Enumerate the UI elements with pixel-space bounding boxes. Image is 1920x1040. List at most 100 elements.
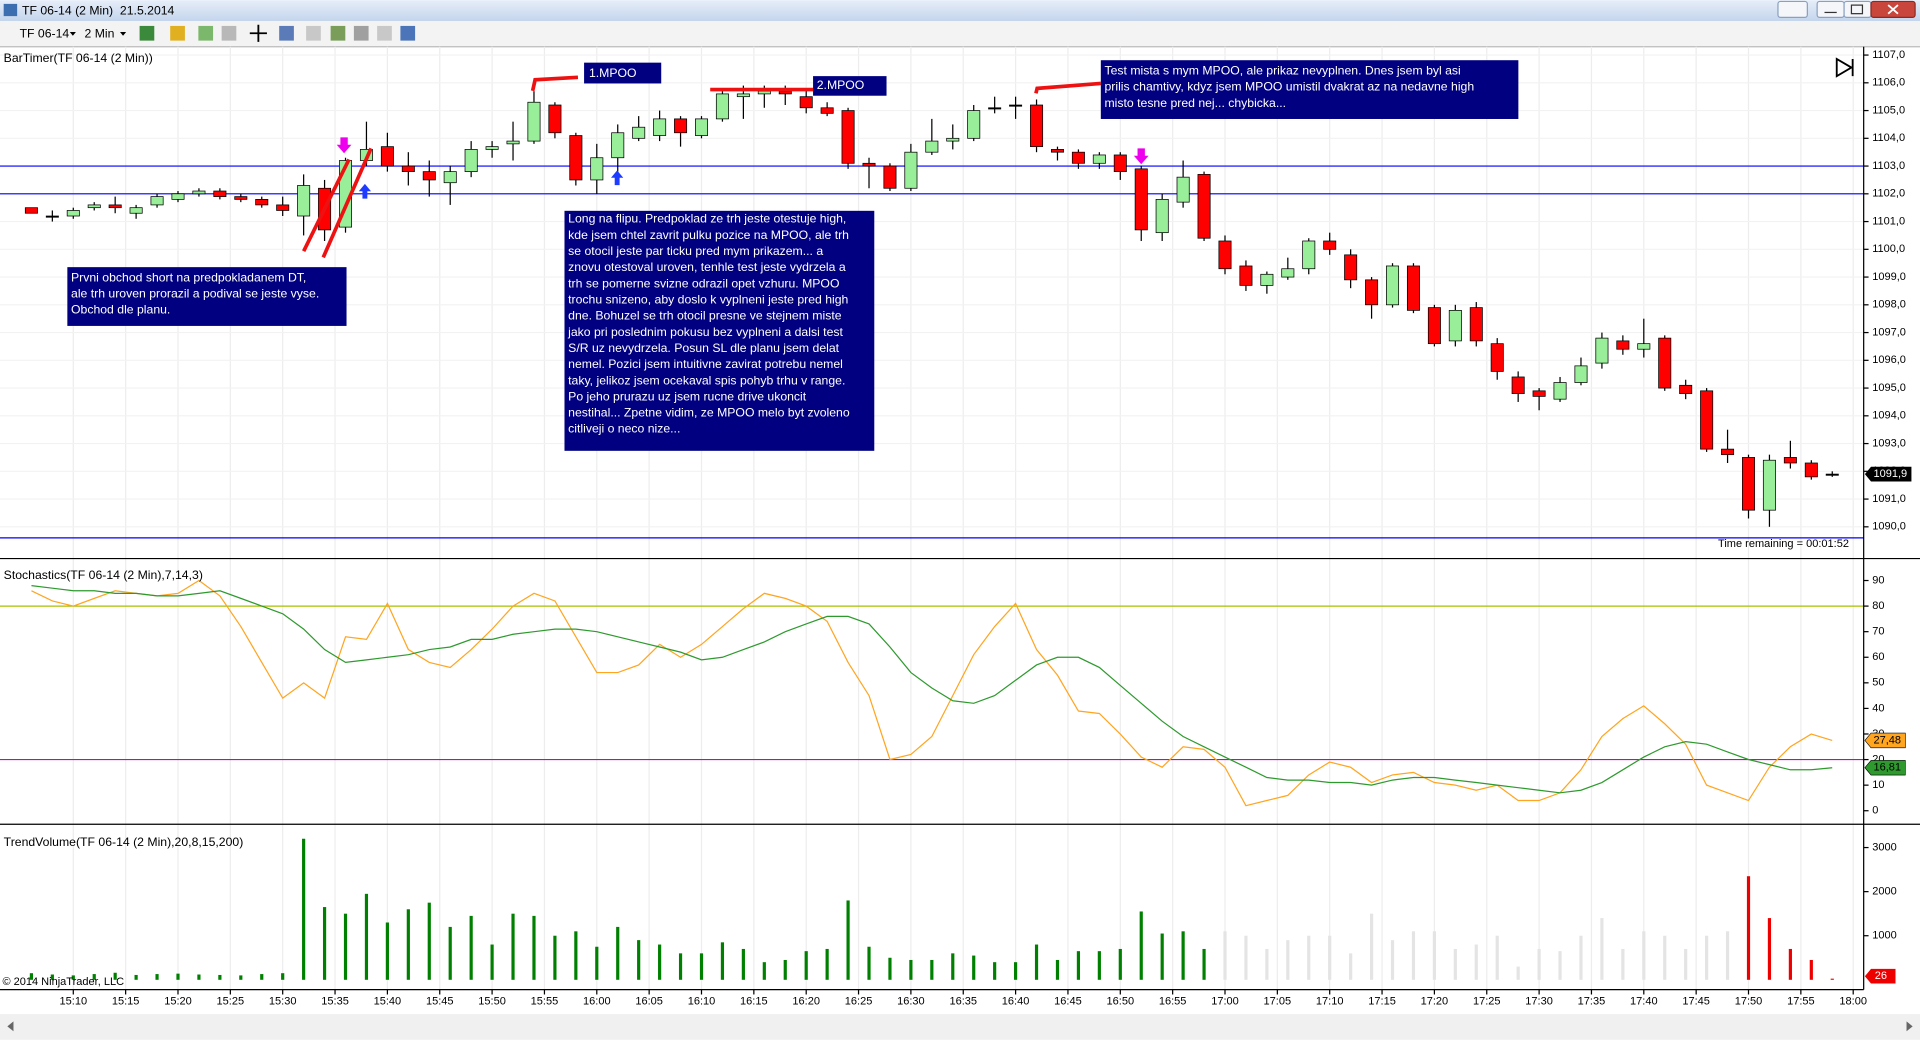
x-tick-label: 17:30 xyxy=(1525,996,1553,1008)
volume-bar xyxy=(71,975,75,980)
x-tick-label: 16:40 xyxy=(1002,996,1030,1008)
volume-bar xyxy=(1432,931,1436,980)
volume-bar xyxy=(783,959,787,980)
annotation-text: trochu snizeno, aby doslo k vyplneni jes… xyxy=(568,292,848,306)
volume-bar xyxy=(1474,944,1478,980)
scroll-left[interactable] xyxy=(7,1021,14,1032)
candle-body xyxy=(1071,151,1085,164)
candle-body xyxy=(1721,448,1735,456)
icon-draw[interactable] xyxy=(170,25,185,41)
volume-bar xyxy=(1579,935,1583,980)
instrument-selector[interactable]: TF 06-14 xyxy=(20,27,70,41)
volume-bar xyxy=(846,900,850,980)
icon-zoom[interactable] xyxy=(279,25,294,41)
candle-body xyxy=(1155,198,1169,234)
x-tick-label: 16:15 xyxy=(740,996,768,1008)
annotation-text: Test mista s mym MPOO, ale prikaz nevypl… xyxy=(1104,63,1460,77)
volume-bar xyxy=(427,902,431,980)
icon-screenshot[interactable] xyxy=(353,25,369,41)
y-tick-label: 10 xyxy=(1872,779,1884,791)
icon-bar-style[interactable] xyxy=(139,25,155,41)
volume-bar xyxy=(804,951,808,980)
grid-layer xyxy=(0,46,1864,990)
marker-label: 1.MPOO xyxy=(589,66,637,80)
candle-body xyxy=(611,132,625,159)
drawings: 1.MPOO 2.MPOO xyxy=(67,57,1854,451)
y-tick-label: 40 xyxy=(1872,702,1884,714)
y-tick-label: 1095,0 xyxy=(1872,382,1906,394)
icon-print[interactable] xyxy=(377,25,392,41)
candle-body xyxy=(1176,176,1190,203)
play-icon[interactable] xyxy=(1835,57,1854,78)
volume-bar xyxy=(972,955,976,980)
icon-crosshair[interactable] xyxy=(249,24,267,42)
candle-body xyxy=(1595,337,1609,364)
button-minimize[interactable] xyxy=(1816,0,1845,18)
candle-body xyxy=(1427,307,1441,345)
annotation-text: prilis chamtivy, kdyz jsem MPOO umistil … xyxy=(1104,80,1474,94)
candle-body xyxy=(632,126,646,139)
last-value-label: 16,81 xyxy=(1873,762,1901,774)
candle-body xyxy=(1218,240,1232,270)
volume-bar xyxy=(1453,948,1457,980)
annotation-text: nemel. Pozici jsem intuitivne zavirat po… xyxy=(568,357,843,371)
y-tick-label: 1103,0 xyxy=(1872,160,1905,172)
volume-bar xyxy=(1600,918,1604,980)
candle-body xyxy=(1511,376,1525,394)
x-tick-label: 15:20 xyxy=(164,996,192,1008)
icon-indicator[interactable] xyxy=(198,25,214,41)
window-title: TF 06-14 (2 Min) 21.5.2014 xyxy=(22,3,175,17)
volume-bar xyxy=(364,893,369,980)
candle-body xyxy=(1009,104,1023,107)
icon-window[interactable] xyxy=(400,25,416,41)
scroll-right[interactable] xyxy=(1906,1021,1913,1032)
candle-body xyxy=(736,93,750,98)
candle-body xyxy=(1092,154,1106,164)
window-buttons[interactable] xyxy=(1777,0,1916,18)
candle-body xyxy=(108,204,122,209)
buy-arrow xyxy=(358,183,372,199)
toolbar-icons[interactable] xyxy=(139,24,416,42)
volume-bar xyxy=(951,953,955,980)
icon-properties[interactable] xyxy=(306,25,321,41)
x-tick-label: 16:00 xyxy=(583,996,611,1008)
volume-bar xyxy=(511,913,515,980)
volume-bar xyxy=(595,946,599,980)
volume-bar xyxy=(1349,953,1353,980)
volume-bar xyxy=(469,915,473,980)
scrollbar[interactable] xyxy=(0,1014,1920,1040)
candle-body xyxy=(925,140,939,153)
panel-title: TrendVolume(TF 06-14 (2 Min),20,8,15,200… xyxy=(4,835,244,849)
panel-frame xyxy=(0,46,1920,1040)
candle-body xyxy=(1113,154,1127,172)
y-tick-label: 1096,0 xyxy=(1872,354,1906,366)
x-tick-label: 16:45 xyxy=(1054,996,1082,1008)
candle-body xyxy=(1574,365,1588,383)
icon-data-box[interactable] xyxy=(330,25,346,41)
candle-body xyxy=(1197,174,1211,239)
icon-strategy[interactable] xyxy=(221,25,237,41)
x-tick-label: 17:05 xyxy=(1264,996,1292,1008)
candle-body xyxy=(1406,265,1420,311)
candle-body xyxy=(862,162,876,167)
button-layout[interactable] xyxy=(1777,0,1808,18)
time-remaining: Time remaining = 00:01:52 xyxy=(1718,538,1849,550)
volume-bar xyxy=(260,974,264,980)
volume-bar xyxy=(574,931,578,980)
volume-bar xyxy=(616,926,620,980)
y-tick-label: 70 xyxy=(1872,626,1884,638)
candle-body xyxy=(904,151,918,189)
sell-arrow xyxy=(1133,148,1149,165)
y-tick-label: 1098,0 xyxy=(1872,299,1906,311)
candle-body xyxy=(967,110,981,139)
x-tick-label: 15:10 xyxy=(60,996,88,1008)
last-price-box xyxy=(1864,466,1912,482)
interval-selector[interactable]: 2 Min xyxy=(84,27,114,41)
x-tick-label: 17:40 xyxy=(1630,996,1658,1008)
candle-body xyxy=(1344,254,1358,281)
labels-layer: 15:10 15:15 15:20 15:25 15:30 15:35 15:40 15:45… xyxy=(60,49,1912,1008)
annotation-text: Obchod dle planu. xyxy=(71,303,170,317)
candle-body xyxy=(1302,240,1316,270)
button-maximize[interactable] xyxy=(1843,0,1872,18)
annotation-text: znovu otestoval uroven, tenhle test jest… xyxy=(568,260,846,274)
